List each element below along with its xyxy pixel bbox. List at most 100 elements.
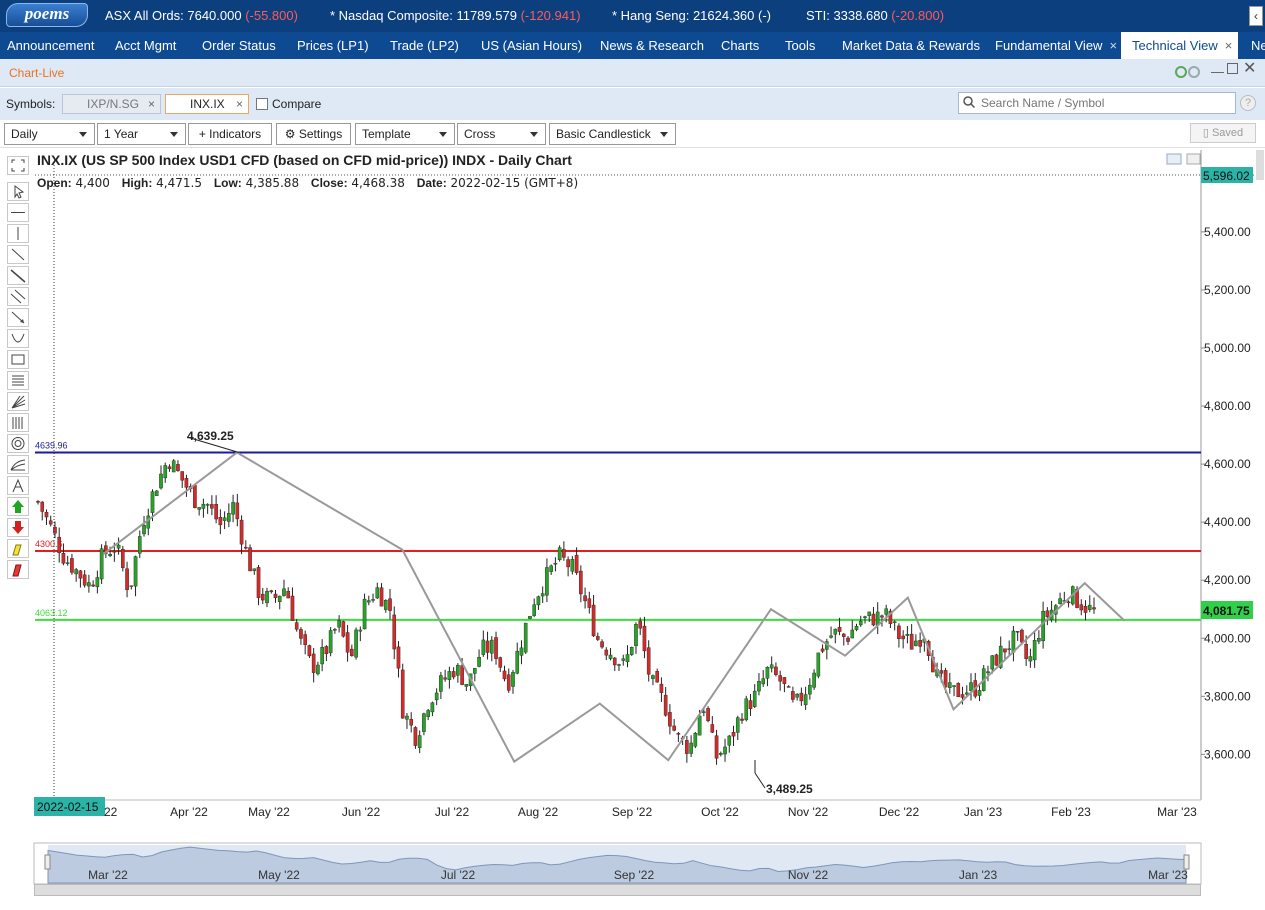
remove-symbol-icon[interactable]: ×	[147, 97, 155, 111]
settings-button[interactable]: ⚙ Settings	[276, 123, 351, 145]
nav-trade-lp2[interactable]: Trade (LP2)	[390, 38, 459, 53]
candle-body	[417, 735, 422, 748]
candle-body	[952, 685, 956, 687]
candle-body	[1028, 656, 1033, 662]
ticker-nasdaq[interactable]: * Nasdaq Composite: 11789.579 (-120.941)	[330, 8, 581, 23]
help-icon[interactable]: ?	[1240, 95, 1256, 111]
candle-body	[871, 613, 876, 626]
print-icon[interactable]	[1186, 153, 1201, 165]
ohlc-open: Open: 4,400	[37, 176, 110, 190]
remove-symbol-icon[interactable]: ×	[235, 97, 243, 111]
symbol-chip-inx[interactable]: INX.IX ×	[165, 94, 249, 114]
candle-body	[104, 545, 108, 554]
eraser-icon	[12, 564, 22, 577]
nav-technical-view[interactable]: Technical View ×	[1121, 32, 1238, 59]
pointer-tool[interactable]	[7, 182, 29, 201]
time-zones-tool[interactable]	[7, 413, 29, 432]
x-tick-label: Feb '23	[1051, 805, 1091, 819]
nav-acct-mgmt[interactable]: Acct Mgmt	[115, 38, 177, 53]
template-select[interactable]: Template	[355, 123, 455, 145]
nav-more[interactable]: Ne	[1251, 38, 1265, 53]
candle-body	[943, 670, 948, 688]
candle-body	[914, 640, 918, 646]
arrow-line-tool[interactable]	[7, 308, 29, 327]
candle-body	[464, 684, 469, 687]
candle-body	[121, 549, 125, 568]
fibonacci-tool[interactable]	[7, 371, 29, 390]
ticker-hang-seng[interactable]: * Hang Seng: 21624.360 (-)	[612, 8, 772, 23]
nav-prices-lp1[interactable]: Prices (LP1)	[297, 38, 369, 53]
close-tab-icon[interactable]: ×	[1224, 38, 1233, 53]
nav-tools[interactable]: Tools	[785, 38, 816, 53]
candle-body	[362, 598, 367, 630]
arc-tool[interactable]	[7, 329, 29, 348]
chart-style-select[interactable]: Basic Candlestick	[549, 123, 676, 145]
candle-body	[748, 700, 753, 709]
ticker-asx[interactable]: ASX All Ords: 7640.000 (-55.800)	[105, 8, 298, 23]
nav-market-data-rewards[interactable]: Market Data & Rewards	[842, 38, 980, 53]
rectangle-tool[interactable]	[7, 350, 29, 369]
interval-select[interactable]: Daily	[4, 123, 95, 145]
candle-body	[57, 536, 62, 553]
overview-tick-label: May '22	[258, 868, 300, 882]
candle-body	[892, 621, 897, 623]
link-icon[interactable]	[1175, 65, 1201, 79]
close-tab-icon[interactable]: ×	[1109, 38, 1118, 53]
candle-body	[545, 567, 549, 596]
compare-checkbox[interactable]: Compare	[256, 97, 321, 111]
minimize-icon[interactable]: —	[1211, 64, 1224, 79]
candle-body	[205, 504, 210, 506]
maximize-icon[interactable]	[1227, 63, 1238, 74]
y-tick-label: 4,600.00	[1204, 457, 1251, 471]
range-select[interactable]: 1 Year	[97, 123, 186, 145]
symbols-label: Symbols:	[6, 97, 56, 111]
candle-body	[413, 727, 418, 746]
speed-lines-tool[interactable]	[7, 455, 29, 474]
nav-fundamental-view[interactable]: Fundamental View ×	[995, 38, 1118, 53]
time-zones-icon	[12, 417, 23, 429]
candle-body	[718, 753, 723, 755]
crosshair-select[interactable]: Cross	[457, 123, 546, 145]
symbol-chip-ixp[interactable]: IXP/N.SG ×	[62, 94, 161, 114]
nav-announcement[interactable]: Announcement	[7, 38, 95, 53]
trend-line-tool[interactable]	[7, 245, 29, 264]
candle-body	[95, 577, 100, 588]
parallel-channel-tool[interactable]	[7, 287, 29, 306]
ticker-sti[interactable]: STI: 3338.680 (-20.800)	[806, 8, 945, 23]
fullscreen-tool[interactable]	[7, 156, 29, 175]
nav-order-status[interactable]: Order Status	[202, 38, 276, 53]
candle-body	[612, 657, 617, 666]
candle-body	[659, 683, 664, 693]
highlighter-tool[interactable]	[7, 539, 29, 558]
saved-button[interactable]: ▯ Saved	[1190, 123, 1256, 143]
close-icon[interactable]: ✕	[1243, 60, 1257, 77]
horizontal-scrollbar[interactable]	[34, 884, 1201, 896]
down-arrow-tool[interactable]	[7, 518, 29, 537]
fan-tool[interactable]	[7, 392, 29, 411]
nav-charts[interactable]: Charts	[721, 38, 760, 53]
vertical-scrollbar[interactable]	[1256, 150, 1264, 180]
candle-body	[774, 666, 778, 675]
candle-body	[214, 504, 218, 520]
ray-tool[interactable]	[7, 266, 29, 285]
search-input[interactable]	[958, 92, 1236, 114]
text-tool[interactable]	[7, 476, 29, 495]
candle-body	[227, 513, 231, 522]
image-icon[interactable]	[1166, 153, 1182, 165]
overview-tick-label: Sep '22	[614, 868, 655, 882]
candle-body	[193, 485, 197, 508]
ticker-scroll-left-button[interactable]: ‹	[1249, 6, 1263, 26]
vertical-line-tool[interactable]	[7, 224, 29, 243]
nav-us-asian-hours[interactable]: US (Asian Hours)	[481, 38, 583, 53]
circle-tool[interactable]	[7, 434, 29, 453]
candle-body	[65, 562, 70, 564]
eraser-tool[interactable]	[7, 560, 29, 579]
poems-logo[interactable]: poems	[6, 3, 88, 27]
checkbox-icon[interactable]	[256, 98, 268, 110]
nav-news-research[interactable]: News & Research	[600, 38, 705, 53]
indicators-button[interactable]: + Indicators	[188, 123, 272, 145]
candle-body	[1037, 638, 1041, 642]
up-arrow-tool[interactable]	[7, 497, 29, 516]
horizontal-line-tool[interactable]	[7, 203, 29, 222]
